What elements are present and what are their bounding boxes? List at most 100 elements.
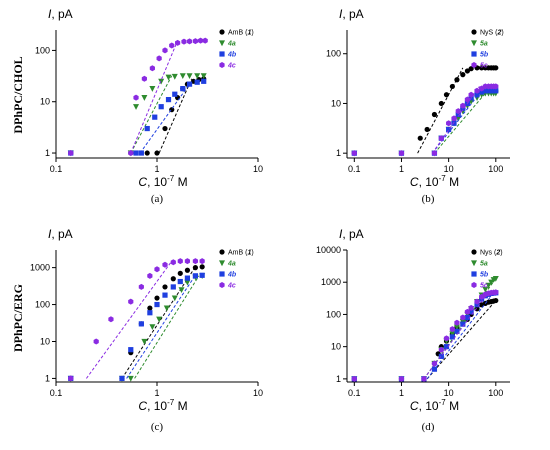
data-point (162, 125, 168, 132)
x-axis-label-tail: M (174, 175, 187, 189)
data-point (177, 270, 183, 276)
data-point (184, 258, 190, 265)
fit-line (126, 275, 196, 379)
y-axis-label: I, pA (339, 7, 364, 21)
data-point (162, 47, 168, 54)
data-point (449, 334, 455, 340)
data-point (141, 338, 148, 345)
data-point (197, 37, 204, 44)
data-point (192, 273, 199, 279)
y-tick-label: 1000 (30, 263, 50, 273)
data-point (454, 77, 460, 83)
data-point (431, 360, 438, 367)
legend-tag: 5c (480, 283, 488, 290)
x-tick-label: 10 (444, 164, 454, 174)
y-tick-label: 10 (40, 336, 50, 346)
legend-marker (471, 62, 477, 68)
legend-marker (471, 271, 477, 277)
legend-marker (219, 249, 225, 255)
data-point (460, 321, 466, 327)
x-axis-label-exponent: -7 (439, 174, 447, 183)
data-point (119, 375, 125, 382)
series-5c (351, 289, 499, 382)
y-axis-label-unit: , pA (342, 7, 363, 21)
data-point (446, 120, 452, 127)
x-axis-label-unit: , 10 (147, 175, 167, 189)
y-tick-label: 1 (336, 374, 341, 384)
legend-label: 4a (227, 41, 236, 48)
data-point (184, 279, 191, 286)
data-point (493, 297, 499, 304)
data-point (460, 72, 466, 78)
data-point (133, 104, 140, 110)
data-point (493, 88, 499, 94)
data-point (202, 37, 208, 44)
legend-tag: 4a (227, 261, 236, 268)
data-point (479, 65, 485, 71)
data-point (443, 335, 450, 342)
data-point (351, 375, 357, 382)
data-point (464, 68, 471, 74)
data-point (108, 316, 114, 323)
y-tick-label: 1 (45, 148, 50, 158)
data-point (398, 375, 405, 382)
data-point (141, 95, 148, 101)
data-point (171, 295, 178, 302)
data-point (199, 272, 205, 278)
data-point (170, 276, 176, 282)
data-point (438, 353, 444, 359)
data-point (147, 305, 153, 311)
chart-panel-4: 0.1 1 10 100 1 10 100 1000 10000 I, pA C, 10-7 M Ny… (316, 227, 510, 433)
y-axis-label-symbol: I (48, 7, 52, 21)
fit-line (134, 275, 200, 379)
data-point (68, 150, 74, 157)
legend-tag: 5a (480, 261, 488, 268)
legend-tag: 1 (247, 30, 251, 37)
y-axis-label-unit: , pA (51, 227, 72, 241)
data-point (154, 150, 160, 156)
legend-marker (219, 29, 225, 35)
data-point (186, 38, 193, 45)
legend-label: 4a (227, 261, 236, 268)
data-point (158, 78, 165, 85)
x-tick-label: 1 (154, 164, 159, 174)
legend: AmB (1) 4a 4b 4c (219, 249, 254, 290)
y-tick-label: 10000 (316, 245, 341, 255)
data-point (455, 108, 461, 115)
legend-marker (471, 249, 477, 255)
x-axis-label-unit: , 10 (419, 175, 439, 189)
data-point (455, 115, 462, 122)
data-point (154, 266, 160, 273)
x-axis-label-tail: M (174, 399, 187, 413)
data-point (492, 275, 499, 282)
y-tick-label: 1 (45, 373, 50, 383)
panel-label: (d) (422, 421, 435, 433)
data-point (464, 314, 471, 321)
y-tick-label: 100 (35, 300, 50, 310)
data-point (180, 86, 186, 92)
data-point (468, 91, 474, 98)
fit-line (85, 260, 173, 379)
row-label-bottom: DPhPC/ERG (11, 284, 25, 352)
legend: AmB (1) 4a 4b 4c (219, 29, 254, 70)
data-point (194, 79, 200, 85)
fit-line (139, 81, 192, 154)
legend-marker (471, 51, 477, 57)
data-point (199, 258, 205, 265)
legend-tag: 4b (227, 52, 237, 59)
legend-tag: 5b (480, 52, 489, 59)
legend-tag: 2 (495, 250, 500, 257)
data-point (460, 314, 466, 321)
x-tick-label: 10 (253, 388, 263, 398)
data-point (493, 289, 499, 296)
y-axis-label: I, pA (339, 227, 364, 241)
legend-marker (219, 271, 225, 277)
fit-line (426, 300, 497, 380)
y-axis-label-symbol: I (339, 7, 343, 21)
data-point (184, 267, 191, 273)
data-point (485, 88, 492, 94)
x-tick-label: 0.1 (348, 164, 361, 174)
legend: Nys (2) 5a 5b 5c (471, 249, 503, 290)
data-point (468, 309, 474, 315)
